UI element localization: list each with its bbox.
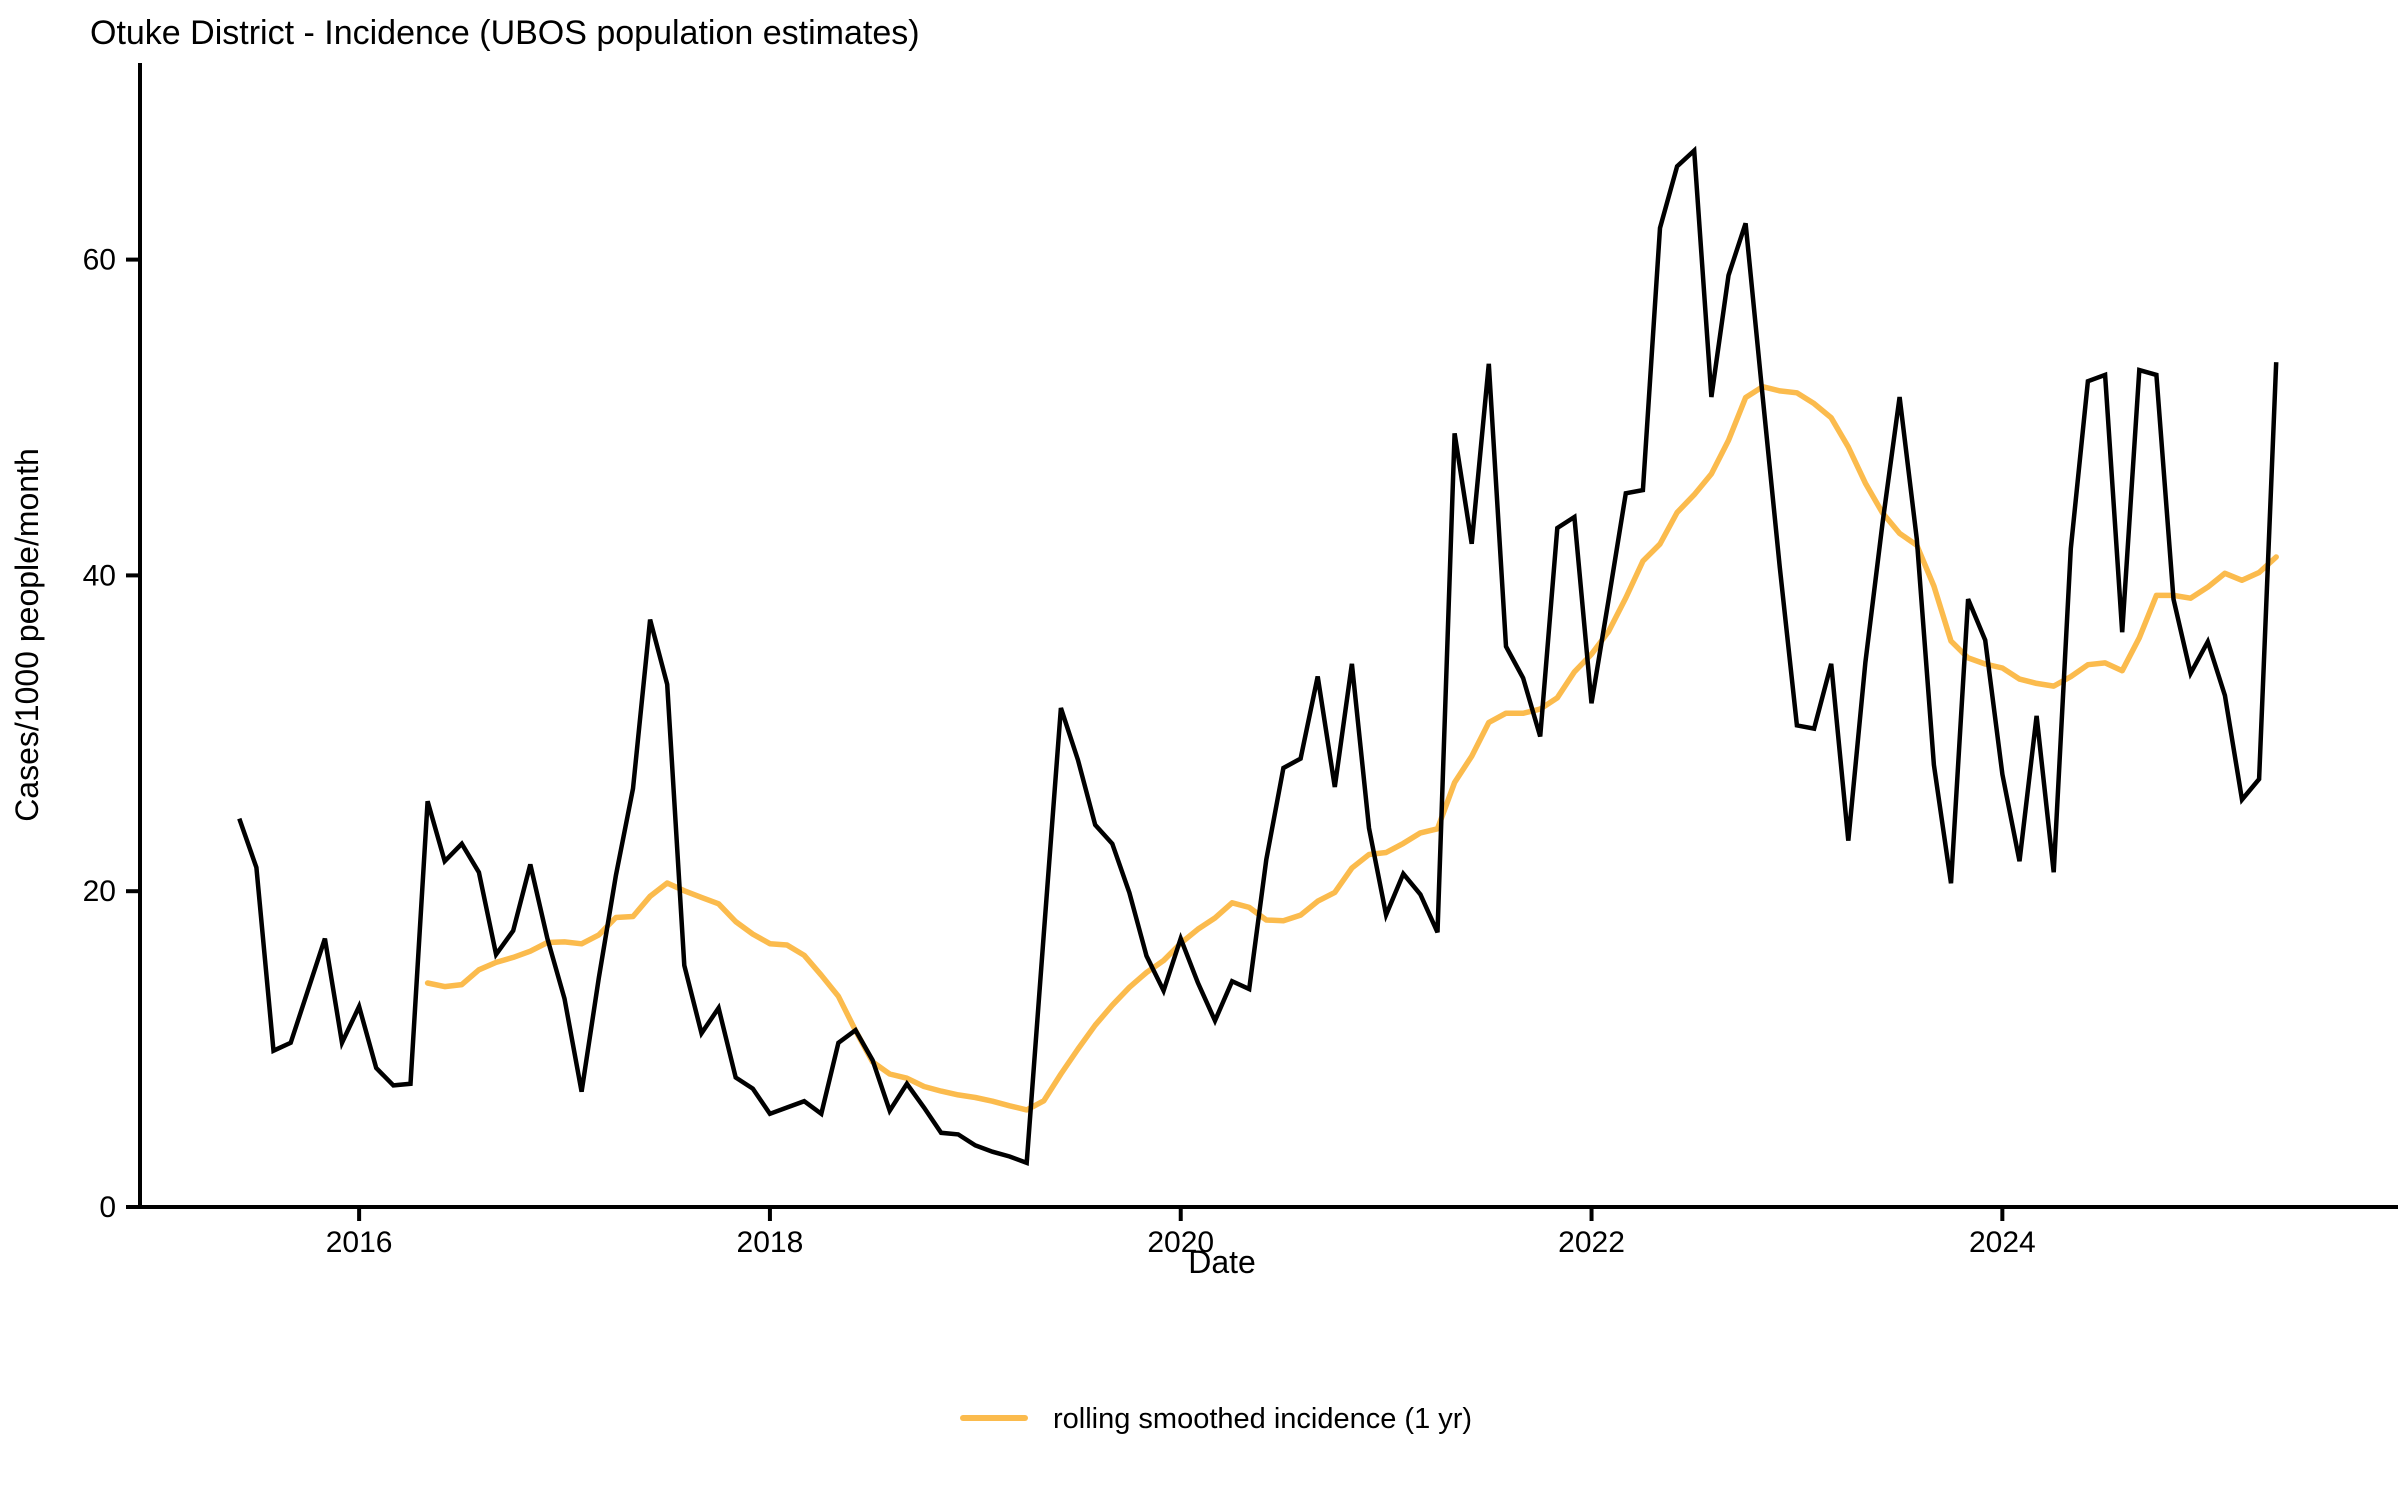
plot-series bbox=[237, 145, 2279, 1166]
chart-title: Otuke District - Incidence (UBOS populat… bbox=[90, 14, 920, 52]
y-tick-label: 60 bbox=[83, 244, 116, 277]
x-tick-label: 2016 bbox=[326, 1226, 393, 1259]
y-axis-ticks: 0 20 40 60 bbox=[83, 244, 140, 1224]
y-tick-label: 0 bbox=[99, 1191, 116, 1224]
y-tick-label: 40 bbox=[83, 559, 116, 592]
raw-incidence-line bbox=[237, 145, 2279, 1166]
legend: rolling smoothed incidence (1 yr) bbox=[960, 1403, 1472, 1435]
x-axis-title: Date bbox=[1188, 1244, 1256, 1280]
x-tick-label: 2022 bbox=[1558, 1226, 1625, 1259]
y-axis-title: Cases/1000 people/month bbox=[9, 448, 45, 822]
x-tick-label: 2024 bbox=[1969, 1226, 2036, 1259]
x-tick-label: 2018 bbox=[737, 1226, 804, 1259]
y-tick-label: 20 bbox=[83, 875, 116, 908]
axes bbox=[138, 63, 2398, 1209]
smoothed-incidence-line bbox=[424, 383, 2279, 1113]
x-axis-ticks: 2016 2018 2020 2022 2024 bbox=[326, 1207, 2036, 1259]
x-tick-label: 2020 bbox=[1147, 1226, 1214, 1259]
legend-label-smoothed: rolling smoothed incidence (1 yr) bbox=[1053, 1403, 1472, 1435]
